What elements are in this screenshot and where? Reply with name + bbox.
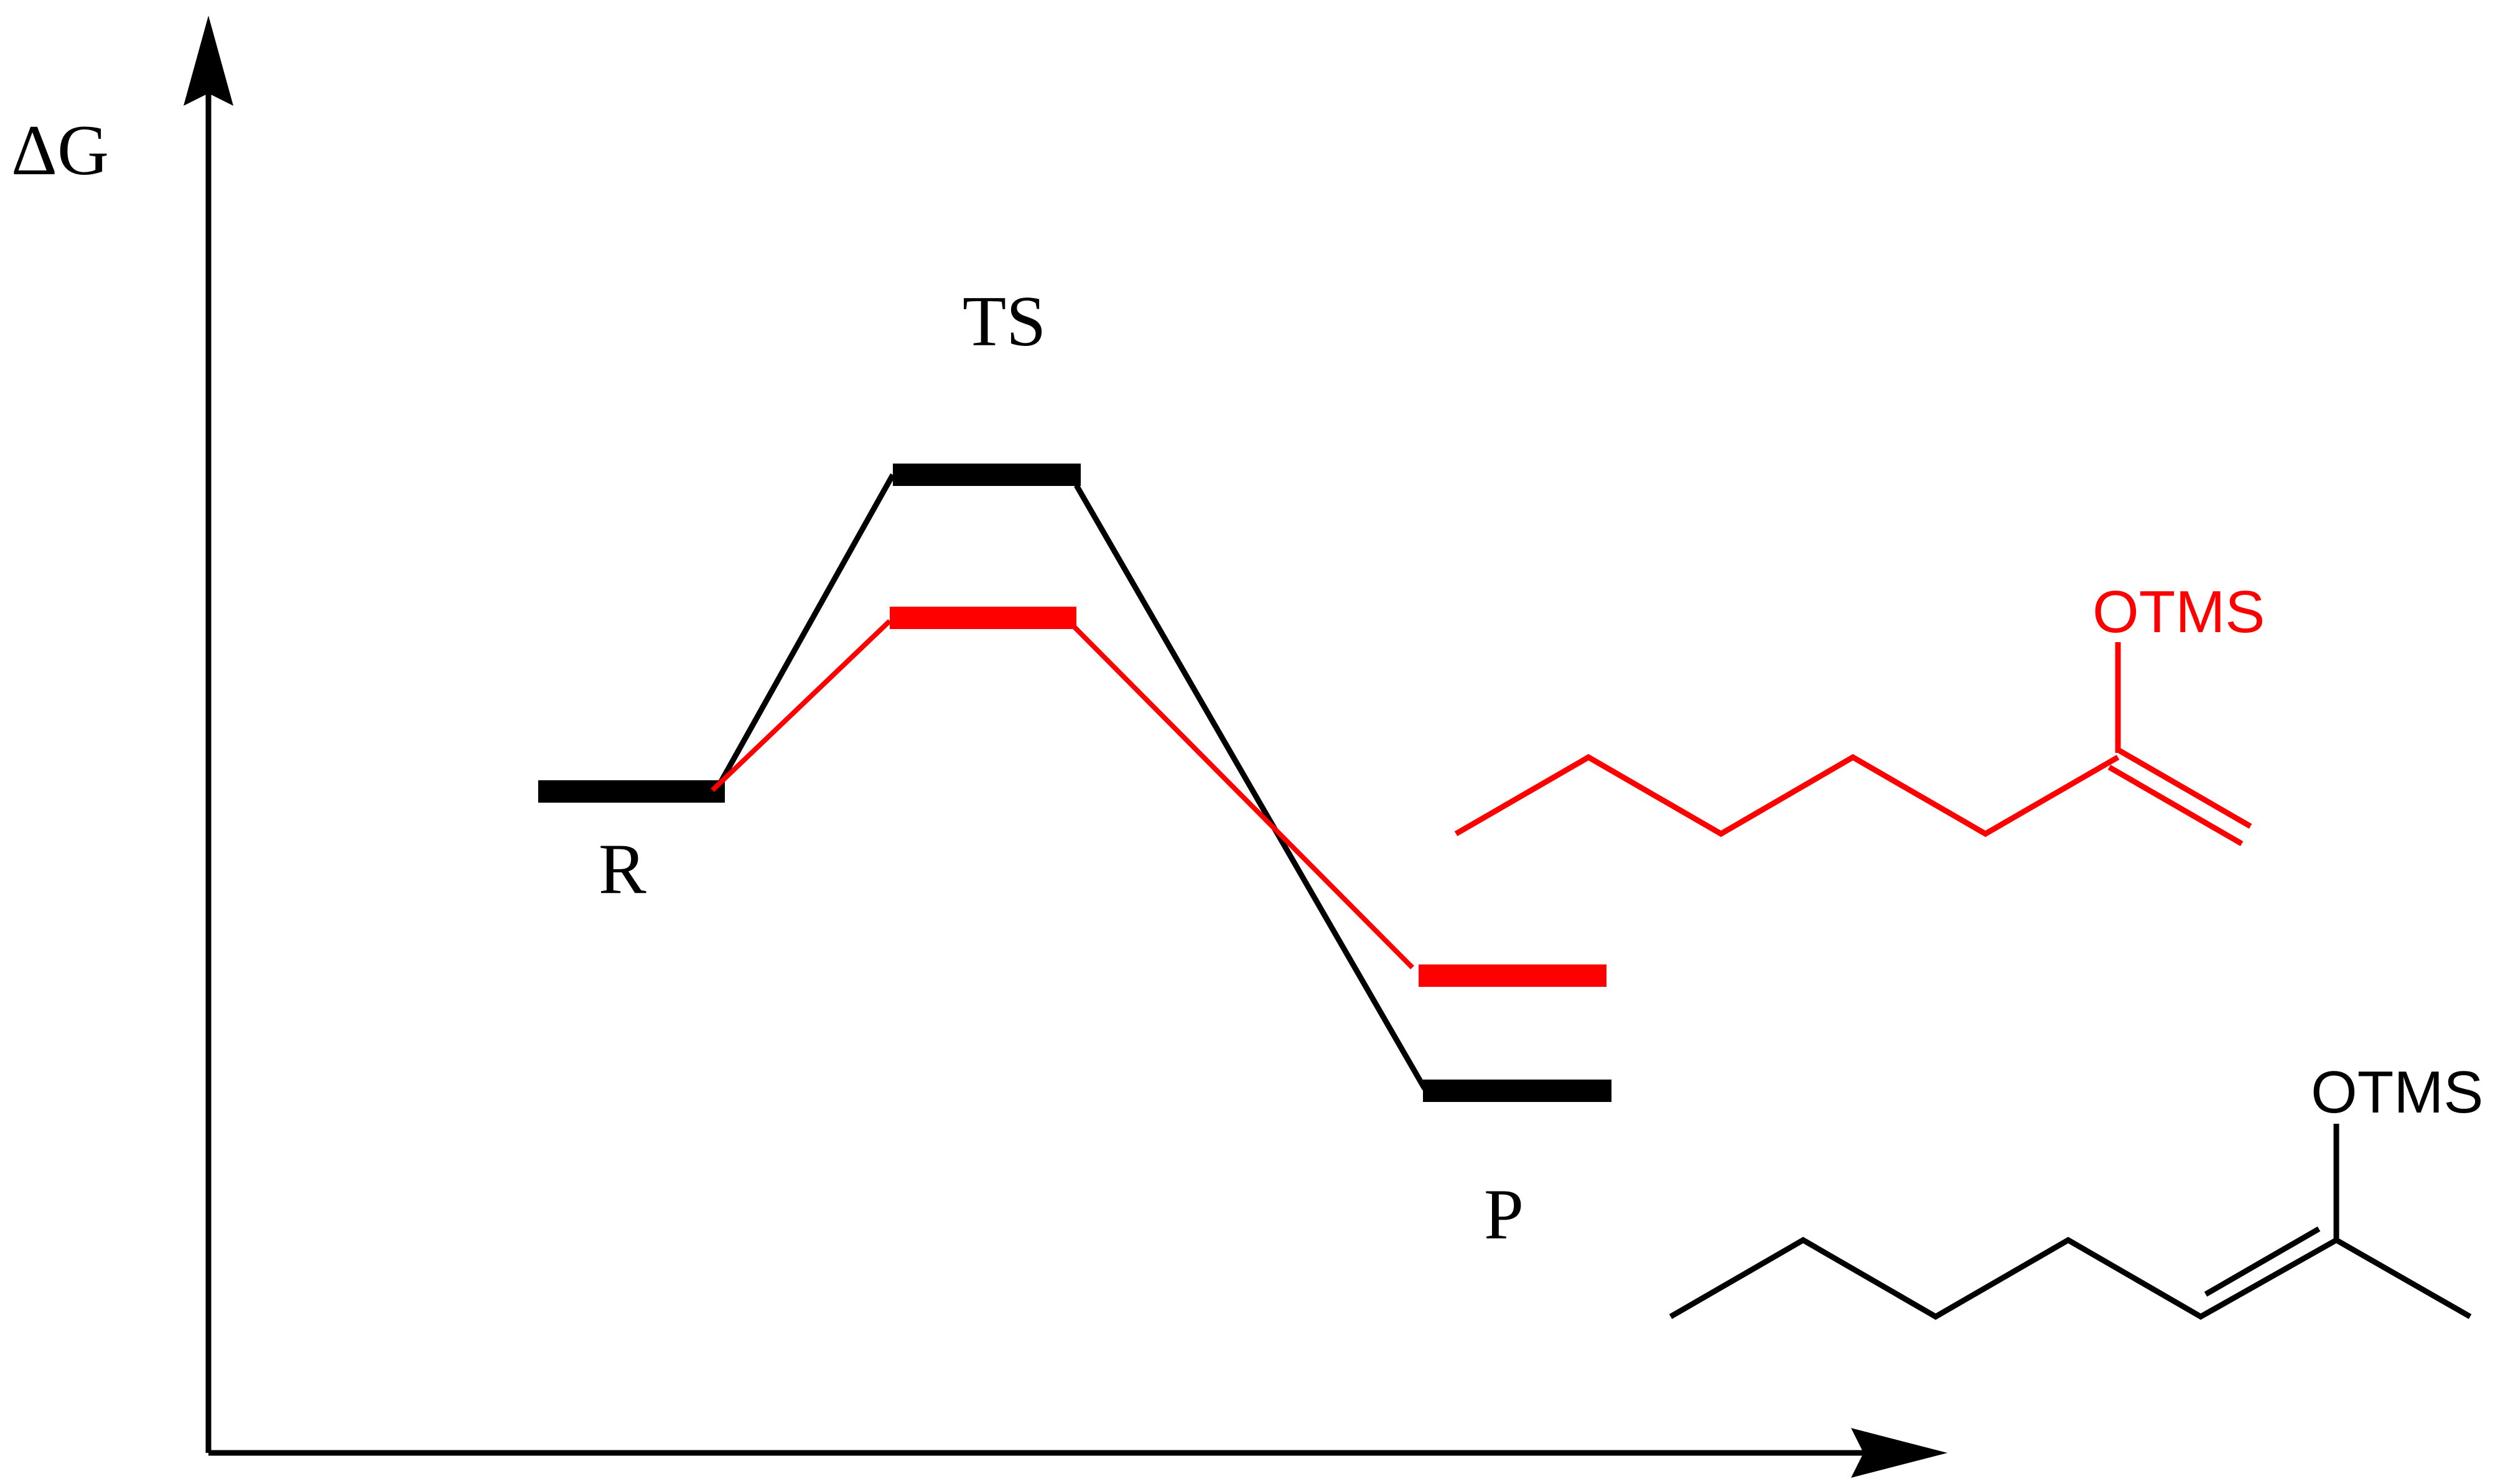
black-otms-label: OTMS bbox=[2311, 1059, 2483, 1126]
axes: ΔG bbox=[11, 16, 1947, 1478]
black-connector-ts-product bbox=[1074, 483, 1427, 1091]
red-double-bond-inner bbox=[2107, 765, 2244, 846]
black-connector-reactant-ts bbox=[713, 473, 895, 793]
black-molecule-chain bbox=[1669, 1236, 2472, 1320]
y-axis-arrowhead bbox=[184, 16, 233, 106]
red-molecule-chain bbox=[1454, 754, 2120, 838]
x-axis-arrowhead bbox=[1851, 1428, 1947, 1478]
red-double-bond-outer bbox=[2116, 747, 2252, 829]
black-pathway bbox=[538, 464, 1611, 1102]
red-otms-label: OTMS bbox=[2092, 579, 2265, 645]
product-label: P bbox=[1484, 1175, 1524, 1254]
y-axis-label: ΔG bbox=[11, 111, 109, 190]
red-connector-ts-product bbox=[1073, 625, 1414, 969]
red-pathway bbox=[711, 607, 1607, 987]
reactant-label: R bbox=[599, 829, 646, 908]
black-molecule: OTMS bbox=[1669, 1059, 2483, 1320]
ts-label: TS bbox=[963, 282, 1046, 361]
red-molecule: OTMS bbox=[1454, 579, 2265, 846]
black-double-bond-inner bbox=[2204, 1226, 2321, 1297]
red-connector-reactant-ts bbox=[711, 619, 892, 792]
